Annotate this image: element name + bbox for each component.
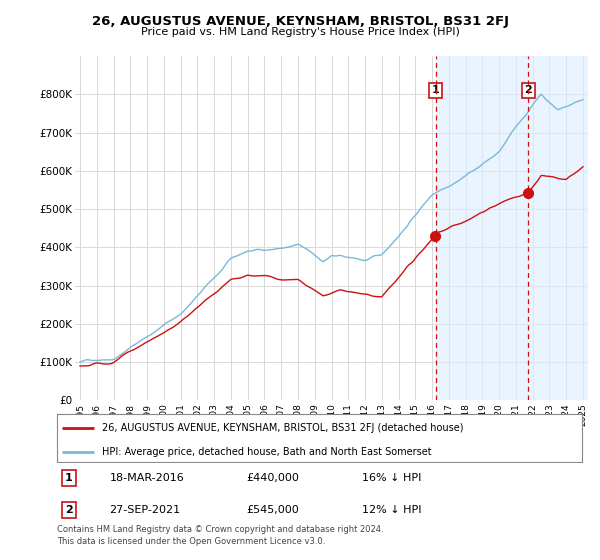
Text: 1: 1 [65, 473, 73, 483]
Text: HPI: Average price, detached house, Bath and North East Somerset: HPI: Average price, detached house, Bath… [101, 446, 431, 456]
Text: Price paid vs. HM Land Registry's House Price Index (HPI): Price paid vs. HM Land Registry's House … [140, 27, 460, 37]
Text: 12% ↓ HPI: 12% ↓ HPI [361, 505, 421, 515]
Text: 1: 1 [432, 86, 439, 95]
Text: 26, AUGUSTUS AVENUE, KEYNSHAM, BRISTOL, BS31 2FJ (detached house): 26, AUGUSTUS AVENUE, KEYNSHAM, BRISTOL, … [101, 423, 463, 433]
Text: 2: 2 [65, 505, 73, 515]
Text: £545,000: £545,000 [246, 505, 299, 515]
Text: 2: 2 [524, 86, 532, 95]
Text: 18-MAR-2016: 18-MAR-2016 [110, 473, 184, 483]
Text: 16% ↓ HPI: 16% ↓ HPI [361, 473, 421, 483]
Text: 27-SEP-2021: 27-SEP-2021 [110, 505, 181, 515]
Bar [436, 56, 588, 400]
Text: £440,000: £440,000 [246, 473, 299, 483]
Text: Contains HM Land Registry data © Crown copyright and database right 2024.
This d: Contains HM Land Registry data © Crown c… [57, 525, 383, 546]
Text: 26, AUGUSTUS AVENUE, KEYNSHAM, BRISTOL, BS31 2FJ: 26, AUGUSTUS AVENUE, KEYNSHAM, BRISTOL, … [91, 15, 509, 27]
